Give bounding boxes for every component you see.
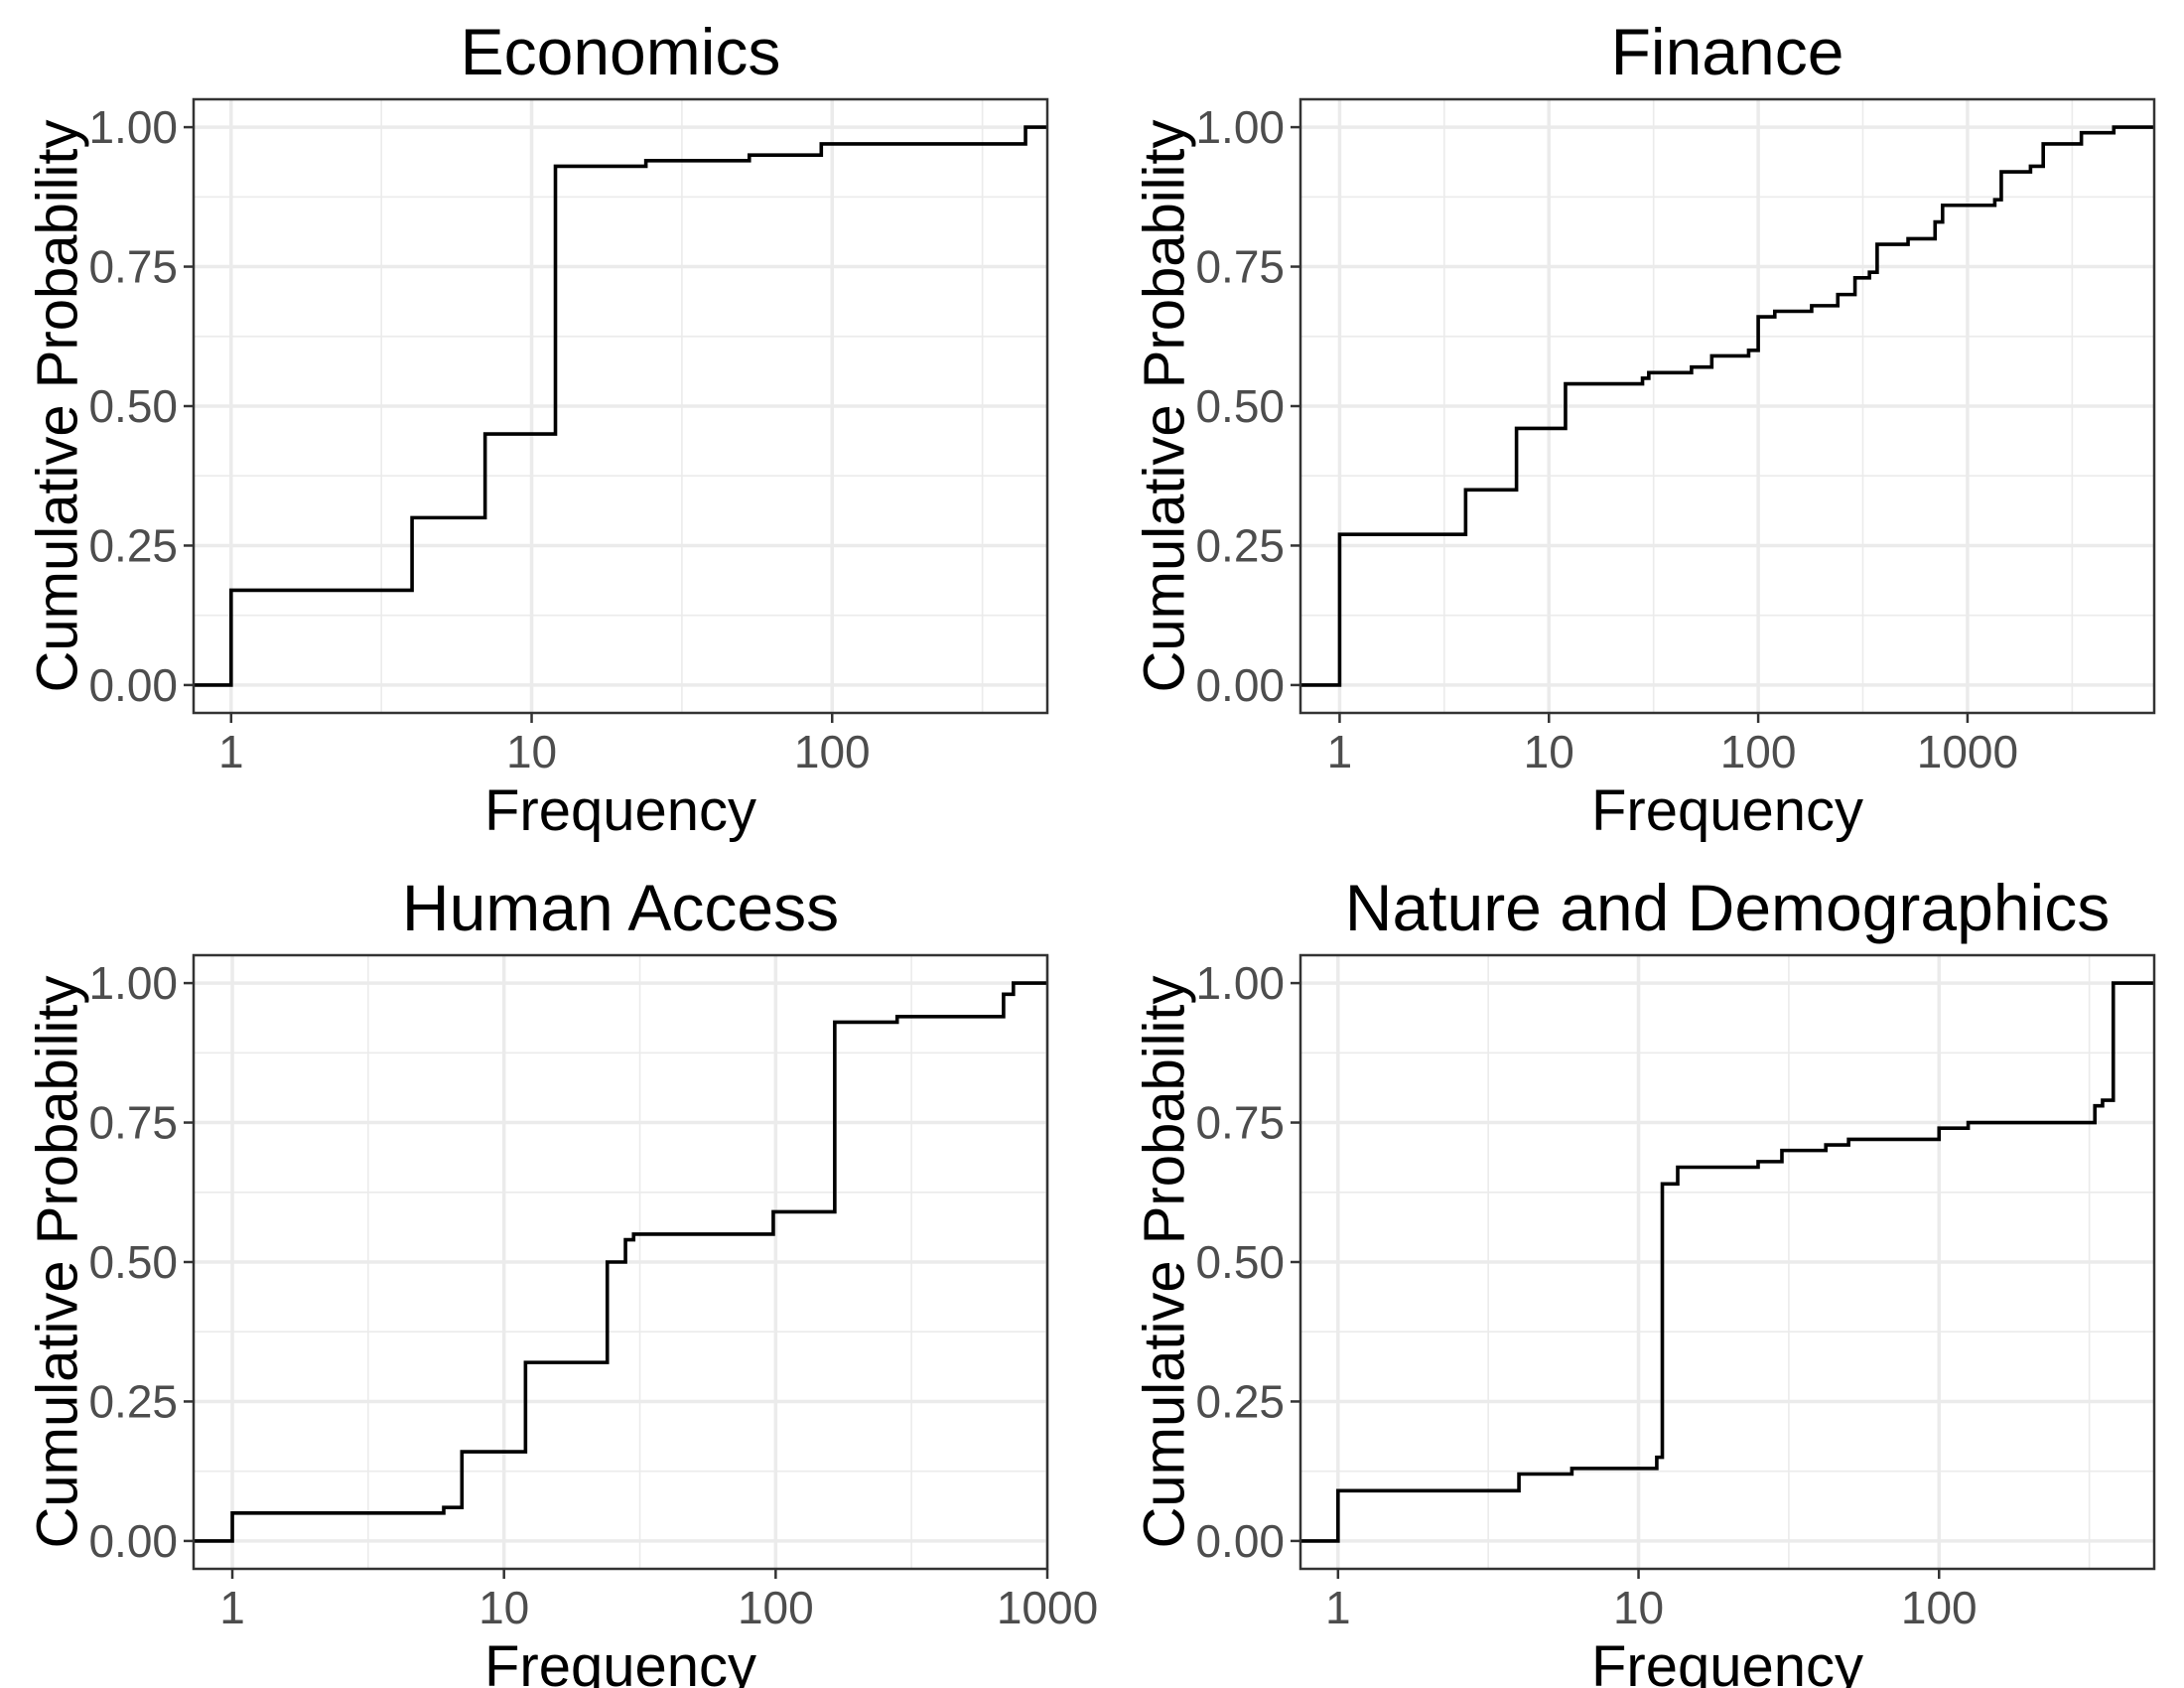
y-tick-label: 1.00 — [1195, 101, 1285, 153]
x-tick-label: 100 — [1720, 726, 1797, 777]
y-tick-label: 0.75 — [1195, 1097, 1285, 1149]
y-tick-label: 1.00 — [88, 957, 178, 1009]
y-tick-label: 0.25 — [88, 1375, 178, 1427]
chart-panel: 1 10 100 0.00 0.25 0.50 0.75 1.00 Nature and Dem… — [1132, 871, 2156, 1688]
ecdf-step-line — [194, 981, 1047, 1543]
x-tick-label: 1 — [1325, 1582, 1351, 1633]
y-tick-label: 0.25 — [88, 519, 178, 571]
x-tick-label: 1000 — [1917, 726, 2018, 777]
x-axis-title: Frequency — [484, 778, 756, 843]
y-axis-title: Cumulative Probability — [1132, 119, 1196, 692]
y-tick-label: 1.00 — [88, 101, 178, 153]
y-tick-label: 0.00 — [88, 659, 178, 711]
x-axis-title: Frequency — [484, 1634, 756, 1688]
x-tick-label: 100 — [738, 1582, 814, 1633]
y-tick-label: 0.00 — [1195, 659, 1285, 711]
panel-title: Human Access — [402, 871, 839, 944]
y-tick-label: 0.00 — [88, 1515, 178, 1567]
y-tick-label: 0.25 — [1195, 519, 1285, 571]
x-tick-label: 1 — [218, 726, 244, 777]
x-tick-label: 10 — [506, 726, 557, 777]
ecdf-step-line — [1300, 125, 2154, 687]
y-tick-label: 0.75 — [1195, 241, 1285, 293]
y-tick-label: 0.75 — [88, 1097, 178, 1149]
y-tick-label: 0.50 — [88, 1236, 178, 1288]
x-tick-label: 10 — [478, 1582, 529, 1633]
y-tick-label: 1.00 — [1195, 957, 1285, 1009]
chart-panel: 1 10 100 1000 0.00 0.25 0.50 0.75 1.00 Human Acce… — [25, 871, 1098, 1688]
x-axis-title: Frequency — [1591, 778, 1863, 843]
ecdf-step-line — [1300, 981, 2154, 1543]
x-tick-label: 1000 — [997, 1582, 1098, 1633]
x-tick-label: 10 — [1613, 1582, 1664, 1633]
y-axis-title: Cumulative Probability — [1132, 975, 1196, 1548]
y-axis-title: Cumulative Probability — [25, 975, 89, 1548]
x-tick-label: 1 — [1327, 726, 1353, 777]
x-axis-title: Frequency — [1591, 1634, 1863, 1688]
y-tick-label: 0.25 — [1195, 1375, 1285, 1427]
x-tick-label: 100 — [794, 726, 871, 777]
y-tick-label: 0.50 — [88, 380, 178, 432]
panel-title: Economics — [461, 15, 781, 88]
panel-title: Nature and Demographics — [1345, 871, 2110, 944]
y-tick-label: 0.50 — [1195, 1236, 1285, 1288]
chart-panel: 1 10 100 1000 0.00 0.25 0.50 0.75 1.00 Finance Fre… — [1132, 15, 2156, 843]
ecdf-step-line — [194, 125, 1047, 687]
y-tick-label: 0.50 — [1195, 380, 1285, 432]
x-tick-label: 10 — [1524, 726, 1574, 777]
x-tick-label: 100 — [1901, 1582, 1978, 1633]
y-axis-title: Cumulative Probability — [25, 119, 89, 692]
panel-title: Finance — [1611, 15, 1844, 88]
x-tick-label: 1 — [219, 1582, 245, 1633]
y-tick-label: 0.75 — [88, 241, 178, 293]
chart-panel: 1 10 100 0.00 0.25 0.50 0.75 1.00 Economics Frequ… — [25, 15, 1049, 843]
y-tick-label: 0.00 — [1195, 1515, 1285, 1567]
